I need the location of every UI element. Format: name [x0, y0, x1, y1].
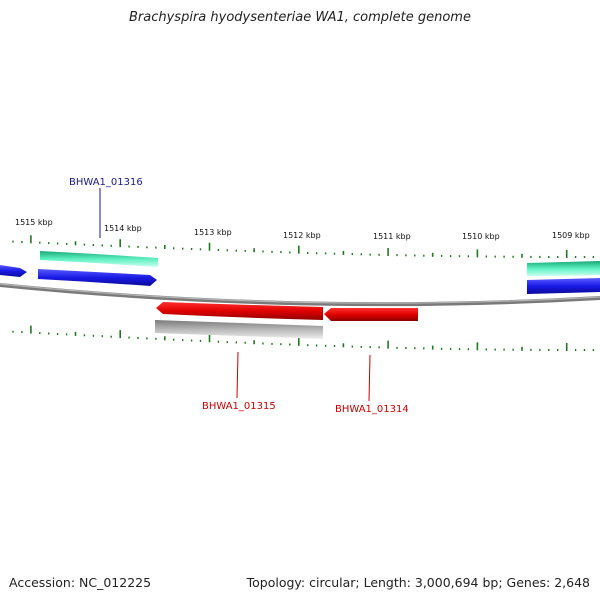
forward-cds-feature-right[interactable] — [527, 278, 600, 294]
tick-row-upper — [12, 235, 595, 258]
tick-label-1513: 1513 kbp — [194, 228, 232, 237]
forward-gene-feature-right[interactable] — [527, 261, 600, 276]
genome-backbone-highlight — [0, 283, 600, 304]
tick-label-1510: 1510 kbp — [462, 232, 500, 241]
tick-label-1512: 1512 kbp — [283, 231, 321, 240]
leader-line-01315 — [236, 351, 239, 399]
reverse-cds-feature-01315[interactable] — [156, 302, 323, 320]
genome-backbone — [0, 283, 600, 307]
tick-label-1511: 1511 kbp — [373, 232, 411, 241]
map-title: Brachyspira hyodysenteriae WA1, complete… — [129, 10, 471, 25]
tick-row-lower — [12, 325, 595, 351]
forward-cds-feature[interactable] — [38, 269, 157, 286]
tick-label-1509: 1509 kbp — [552, 231, 590, 240]
tick-label-1514: 1514 kbp — [104, 224, 142, 233]
forward-gene-feature[interactable] — [40, 251, 158, 267]
genome-summary-label: Topology: circular; Length: 3,000,694 bp… — [246, 575, 590, 590]
gene-label-BHWA1_01314[interactable]: BHWA1_01314 — [335, 404, 409, 415]
accession-label: Accession: NC_012225 — [9, 575, 152, 590]
gene-label-BHWA1_01316[interactable]: BHWA1_01316 — [69, 177, 143, 188]
leader-line-01314 — [368, 354, 371, 402]
gene-label-BHWA1_01315[interactable]: BHWA1_01315 — [202, 401, 276, 412]
forward-cds-feature-left-edge[interactable] — [0, 265, 27, 277]
reverse-gene-feature[interactable] — [155, 320, 323, 339]
tick-label-1515: 1515 kbp — [15, 218, 53, 227]
reverse-cds-feature-01314[interactable] — [324, 308, 418, 321]
